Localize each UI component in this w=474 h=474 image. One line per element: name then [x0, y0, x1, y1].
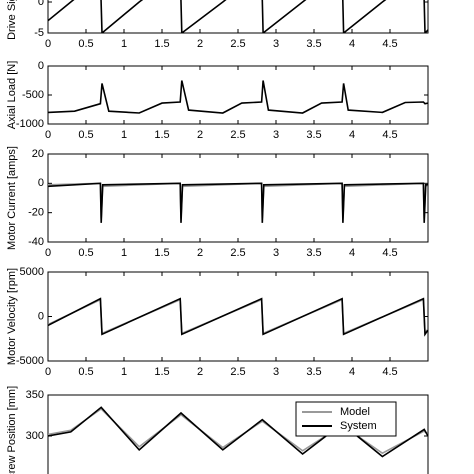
y-axis-label: Motor Current [amps] — [6, 146, 18, 250]
plot-frame — [47, 271, 429, 362]
x-tick-label: 1 — [121, 366, 127, 378]
x-tick-label: 2.5 — [230, 38, 245, 50]
x-tick-label: 0 — [45, 366, 51, 378]
y-tick-label: 0 — [38, 60, 44, 72]
panel: -40 -20 0 20 0 0.5 1 1.5 2 2.5 3 3.5 4 4.5 Motor Curre… — [6, 146, 429, 259]
x-tick-label: 0.5 — [78, 129, 93, 141]
y-tick-label: 0 — [38, 0, 44, 8]
y-tick-label: -40 — [28, 236, 44, 248]
y-tick-label: 300 — [26, 430, 44, 442]
x-tick-label: 4.5 — [382, 247, 397, 259]
y-axis-label: Axial Load [N] — [6, 61, 18, 129]
data-line — [48, 80, 428, 114]
x-tick-label: 3.5 — [306, 38, 321, 50]
x-tick-label: 2 — [197, 129, 203, 141]
legend-label: Model — [340, 406, 370, 418]
x-tick-label: 1 — [121, 38, 127, 50]
plot-frame — [47, 153, 429, 243]
y-tick-label: -5 — [34, 27, 44, 39]
x-tick-label: 0 — [45, 129, 51, 141]
y-tick-label: 350 — [26, 389, 44, 401]
x-tick-label: 4 — [349, 366, 355, 378]
x-tick-label: 1 — [121, 129, 127, 141]
data-line — [48, 297, 428, 337]
x-tick-label: 3 — [273, 38, 279, 50]
y-tick-label: 5000 — [20, 266, 44, 278]
x-tick-label: 0.5 — [78, 38, 93, 50]
x-tick-label: 1.5 — [154, 247, 169, 259]
y-axis-label: Screw Position [mm] — [6, 386, 18, 474]
x-tick-label: 3 — [273, 129, 279, 141]
plot-frame — [47, 0, 429, 34]
x-tick-label: 0 — [45, 247, 51, 259]
x-tick-label: 3.5 — [306, 129, 321, 141]
x-tick-label: 4 — [349, 129, 355, 141]
y-tick-label: -500 — [22, 89, 44, 101]
x-tick-label: 2.5 — [230, 247, 245, 259]
x-tick-label: 1.5 — [154, 366, 169, 378]
y-tick-label: 0 — [38, 177, 44, 189]
y-tick-label: 20 — [32, 148, 44, 160]
data-line — [48, 406, 428, 458]
data-line — [48, 182, 428, 219]
data-line — [48, 298, 428, 336]
x-tick-label: 3.5 — [306, 247, 321, 259]
x-tick-label: 4 — [349, 38, 355, 50]
legend-box — [295, 401, 397, 437]
y-axis-label: Drive Signal [V] — [6, 0, 18, 40]
x-tick-label: 1 — [121, 247, 127, 259]
x-tick-label: 3 — [273, 247, 279, 259]
x-tick-label: 0 — [45, 38, 51, 50]
data-line — [48, 0, 428, 33]
y-tick-label: 0 — [38, 310, 44, 322]
x-tick-label: 0.5 — [78, 247, 93, 259]
x-tick-label: 4.5 — [382, 366, 397, 378]
x-tick-label: 1.5 — [154, 38, 169, 50]
x-tick-label: 3 — [273, 366, 279, 378]
y-tick-label: -1000 — [16, 118, 44, 130]
x-tick-label: 4.5 — [382, 129, 397, 141]
y-axis-label: Motor Velocity [rpm] — [6, 268, 18, 365]
x-tick-label: 2.5 — [230, 129, 245, 141]
x-tick-label: 2.5 — [230, 366, 245, 378]
x-tick-label: 2 — [197, 247, 203, 259]
x-tick-label: 2 — [197, 366, 203, 378]
y-tick-label: -5000 — [16, 355, 44, 367]
y-tick-label: -20 — [28, 207, 44, 219]
legend-label: System — [340, 420, 377, 432]
data-line — [48, 182, 428, 223]
x-tick-label: 0.5 — [78, 366, 93, 378]
x-tick-label: 3.5 — [306, 366, 321, 378]
x-tick-label: 4 — [349, 247, 355, 259]
x-tick-label: 1.5 — [154, 129, 169, 141]
panel: -1000 -500 0 0 0.5 1 1.5 2 2.5 3 3.5 4 4.5 Axial Load… — [6, 60, 429, 141]
panel: 300 350 Screw Position [mm] Model System — [6, 386, 429, 474]
x-tick-label: 4.5 — [382, 38, 397, 50]
x-tick-label: 2 — [197, 38, 203, 50]
